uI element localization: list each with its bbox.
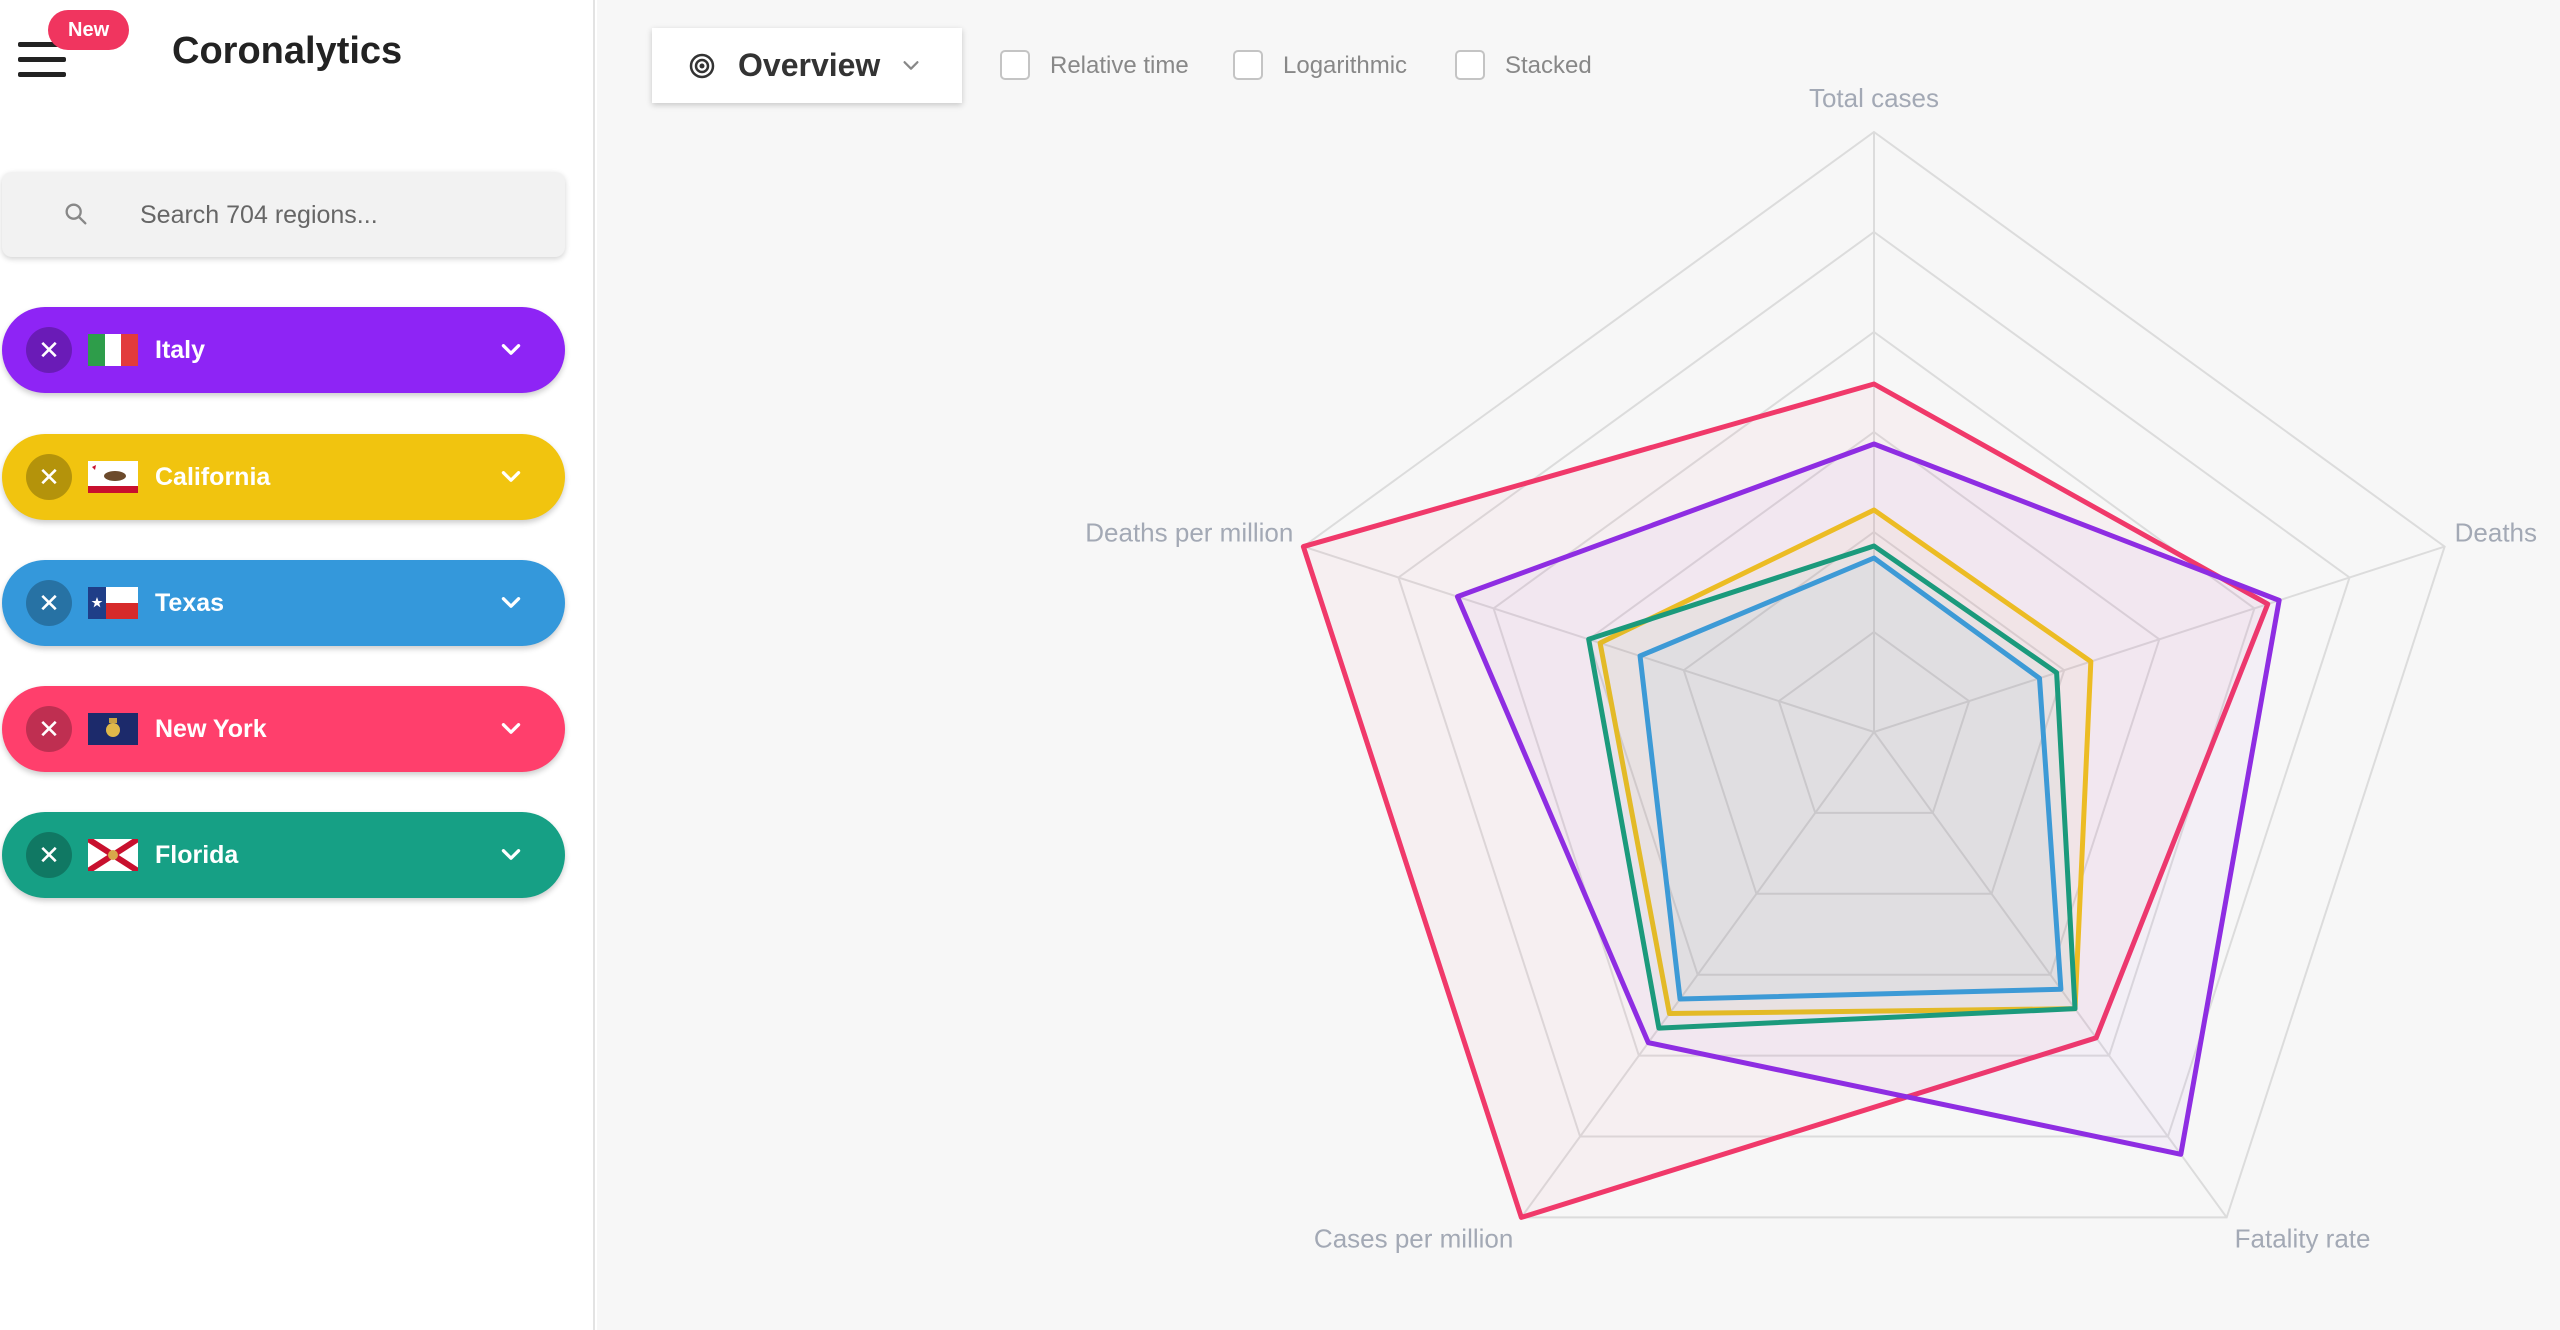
main-panel: Total cases Deaths Fatality rate Cases per … [597, 0, 2560, 1330]
chevron-down-icon[interactable] [498, 590, 524, 616]
chevron-down-icon [903, 61, 919, 70]
radar-grid-ring [1587, 430, 2161, 976]
chevron-down-icon[interactable] [498, 842, 524, 868]
radar-grid-ring [1682, 530, 2066, 895]
radar-axis-label: Deaths [2455, 518, 2537, 548]
search-icon [65, 203, 87, 225]
checkbox-label: Logarithmic [1283, 52, 1408, 79]
app-title: Coronalytics [172, 30, 403, 72]
remove-icon[interactable]: ✕ [26, 580, 72, 626]
california-flag-icon [88, 461, 138, 493]
region-chip-italy[interactable]: ✕ Italy [2, 307, 565, 393]
radar-axis-label: Fatality rate [2235, 1223, 2371, 1253]
search-box[interactable] [2, 172, 565, 259]
radar-grid-ring [1397, 230, 2351, 1138]
region-chip-california[interactable]: ✕ California [2, 434, 565, 520]
radar-series-florida [1586, 543, 2078, 1031]
radar-axis-label: Deaths per million [1085, 518, 1293, 548]
region-label: New York [155, 715, 267, 743]
radar-grid-ring [1302, 130, 2446, 1219]
radar-axis-label: Cases per million [1314, 1223, 1513, 1253]
region-chip-new-york[interactable]: ✕ New York [2, 686, 565, 772]
radar-series-texas [1637, 555, 2064, 1002]
radar-icon [689, 53, 715, 79]
menu-icon[interactable] [16, 40, 68, 80]
checkbox-label: Stacked [1505, 52, 1592, 79]
radar-axis-line [1873, 545, 2445, 733]
chevron-down-icon[interactable] [498, 716, 524, 742]
chevron-down-icon[interactable] [498, 337, 524, 363]
region-label: California [155, 463, 271, 491]
region-label: Florida [155, 841, 239, 869]
florida-flag-icon [88, 839, 138, 871]
new-badge: New [48, 10, 130, 50]
remove-icon[interactable]: ✕ [26, 454, 72, 500]
chevron-down-icon[interactable] [498, 464, 524, 490]
sidebar: New Coronalytics ✕ Italy ✕ California ✕ … [0, 0, 595, 1330]
radar-grid-ring [1777, 630, 1971, 814]
radar-axis-label: Total cases [1809, 83, 1939, 113]
checkbox-box[interactable] [1455, 50, 1485, 80]
checkbox-box[interactable] [1000, 50, 1030, 80]
checkbox-label: Relative time [1050, 52, 1189, 79]
new-york-flag-icon [88, 713, 138, 745]
search-input[interactable] [138, 172, 542, 259]
remove-icon[interactable]: ✕ [26, 706, 72, 752]
region-label: Italy [155, 336, 206, 364]
checkbox-box[interactable] [1233, 50, 1263, 80]
radar-chart: Total cases Deaths Fatality rate Cases per … [1085, 83, 2537, 1253]
view-select-label: Overview [738, 47, 881, 83]
remove-icon[interactable]: ✕ [26, 832, 72, 878]
view-select[interactable]: Overview [652, 28, 962, 103]
texas-flag-icon [88, 587, 138, 619]
region-label: Texas [155, 589, 225, 617]
region-chip-florida[interactable]: ✕ Florida [2, 812, 565, 898]
radar-axis-line [1520, 731, 1875, 1218]
region-chip-texas[interactable]: ✕ Texas [2, 560, 565, 646]
italy-flag-icon [88, 334, 138, 366]
remove-icon[interactable]: ✕ [26, 327, 72, 373]
radar-axis-line [1873, 731, 2228, 1218]
